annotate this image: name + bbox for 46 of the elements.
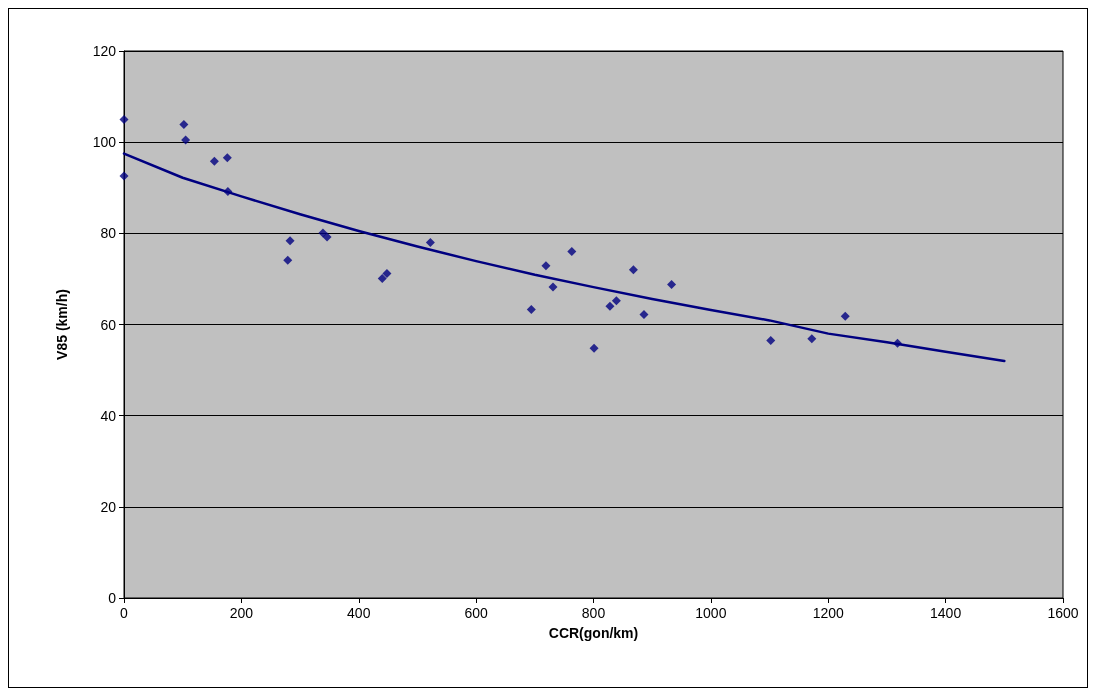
x-tick-label: 1000 bbox=[695, 605, 727, 621]
point bbox=[119, 114, 129, 124]
point bbox=[223, 186, 233, 196]
point bbox=[589, 343, 599, 353]
point bbox=[377, 273, 387, 283]
point bbox=[179, 119, 189, 129]
point bbox=[667, 279, 677, 289]
x-tick-label: 0 bbox=[120, 605, 129, 621]
point bbox=[283, 255, 293, 265]
point bbox=[766, 335, 776, 345]
point bbox=[611, 296, 621, 306]
x-tick-label: 800 bbox=[581, 605, 606, 621]
x-tick-label: 1600 bbox=[1047, 605, 1079, 621]
x-tick-label: 1200 bbox=[812, 605, 845, 621]
x-tick-label: 1400 bbox=[930, 605, 962, 621]
point bbox=[382, 268, 392, 278]
line-series bbox=[122, 152, 1006, 363]
point bbox=[567, 247, 577, 257]
point bbox=[526, 304, 536, 314]
point bbox=[548, 282, 558, 292]
y-tick-label: 60 bbox=[100, 316, 117, 333]
x-axis-title: CCR(gon/km) bbox=[548, 625, 639, 641]
x-tick-label: 400 bbox=[347, 605, 371, 621]
point bbox=[639, 309, 649, 319]
point bbox=[209, 156, 219, 166]
point bbox=[222, 153, 232, 163]
point bbox=[425, 237, 435, 247]
point bbox=[628, 265, 638, 275]
x-tick-label: 200 bbox=[229, 605, 254, 621]
point bbox=[893, 338, 902, 348]
point bbox=[181, 135, 191, 145]
point bbox=[840, 311, 850, 321]
y-axis-title: V85 (km/h) bbox=[54, 289, 70, 360]
y-tick-label: 40 bbox=[100, 407, 117, 424]
point bbox=[605, 301, 615, 311]
y-tick-label: 0 bbox=[108, 590, 117, 606]
y-tick-label: 100 bbox=[92, 134, 117, 151]
y-tick-label: 120 bbox=[92, 43, 117, 59]
point bbox=[285, 236, 295, 246]
y-tick-label: 80 bbox=[100, 225, 117, 242]
point bbox=[541, 261, 551, 271]
x-tick-label: 600 bbox=[464, 605, 489, 621]
point bbox=[322, 232, 332, 242]
point bbox=[119, 171, 129, 181]
y-tick-label: 20 bbox=[100, 498, 117, 515]
point bbox=[807, 334, 817, 344]
